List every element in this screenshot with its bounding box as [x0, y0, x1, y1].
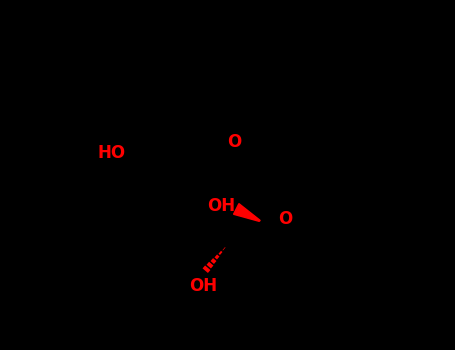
Text: HO: HO: [98, 144, 126, 162]
Text: O: O: [228, 133, 242, 152]
Text: OH: OH: [189, 277, 217, 295]
Text: OH: OH: [207, 197, 236, 215]
Polygon shape: [233, 204, 263, 222]
Text: O: O: [278, 210, 292, 229]
